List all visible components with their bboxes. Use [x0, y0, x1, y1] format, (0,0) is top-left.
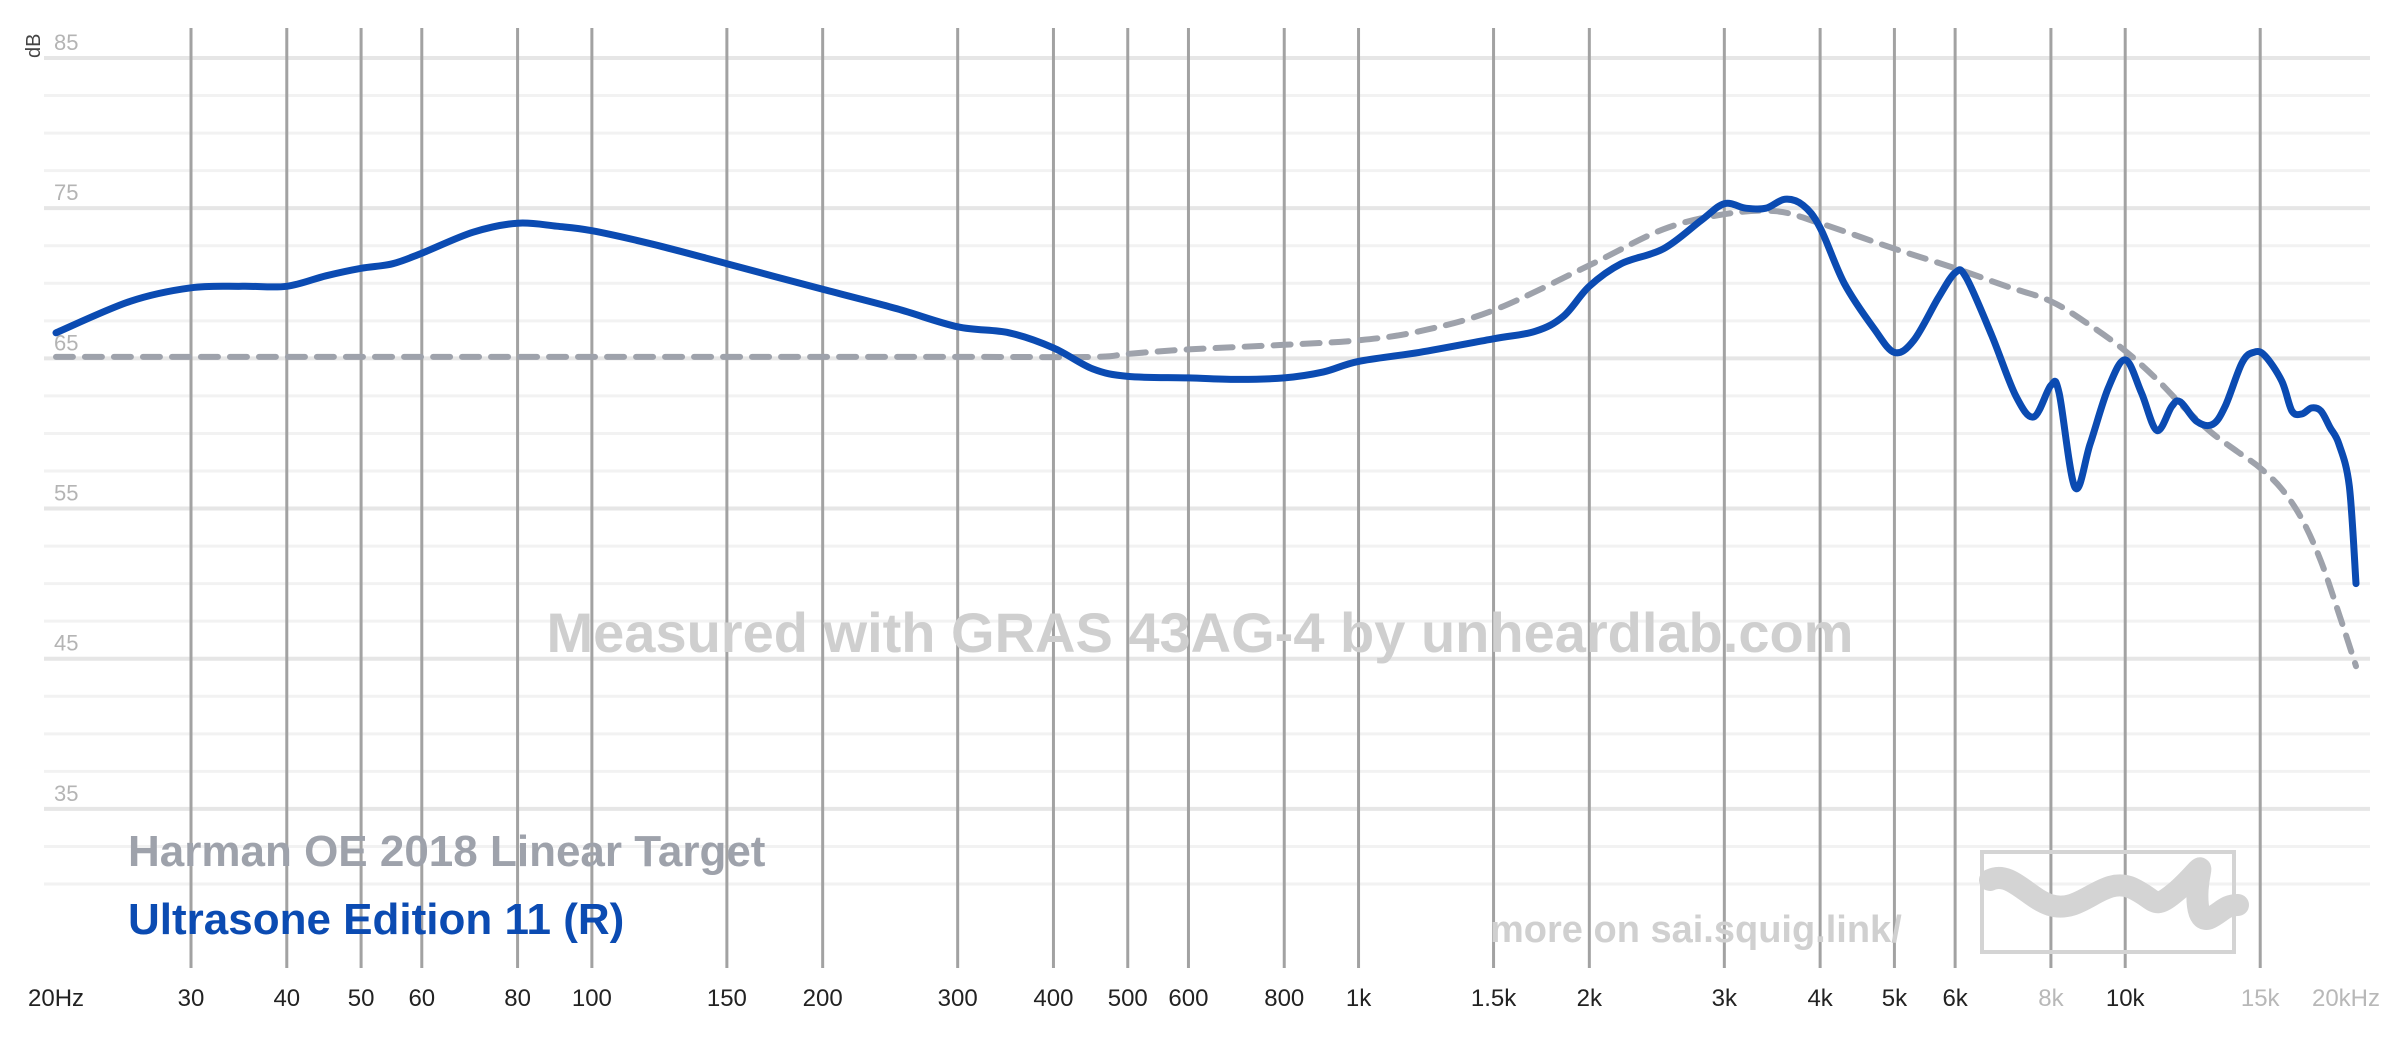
- legend-entry-target: Harman OE 2018 Linear Target: [128, 827, 766, 876]
- y-tick-label: 45: [54, 631, 78, 656]
- x-tick-label: 8k: [2038, 985, 2064, 1012]
- x-tick-label: 100: [572, 985, 612, 1012]
- y-axis-unit-label: dB: [23, 34, 45, 58]
- x-tick-label: 60: [408, 985, 435, 1012]
- x-tick-label: 500: [1108, 985, 1148, 1012]
- watermark-text: Measured with GRAS 43AG-4 by unheardlab.…: [547, 601, 1854, 664]
- more-on-link-text: more on sai.squig.link/: [1490, 909, 1902, 951]
- x-tick-label: 2k: [1577, 985, 1603, 1012]
- x-tick-label: 40: [273, 985, 300, 1012]
- x-tick-label: 150: [707, 985, 747, 1012]
- x-tick-label: 50: [348, 985, 375, 1012]
- target-curve: [53, 207, 2359, 670]
- x-tick-label: 10k: [2106, 985, 2146, 1012]
- legend-entry-headphone: Ultrasone Edition 11 (R): [128, 895, 624, 944]
- x-tick-label: 5k: [1882, 985, 1908, 1012]
- x-tick-label: 800: [1264, 985, 1304, 1012]
- x-tick-label: 20Hz: [28, 985, 84, 1012]
- x-tick-label: 300: [938, 985, 978, 1012]
- series-layer: [52, 195, 2360, 670]
- x-axis-ticks: 20Hz 30 40 50 60 80 100 150 200 300 400 500 600 800 1k…: [28, 985, 2380, 1012]
- y-tick-label: 35: [54, 781, 78, 806]
- x-tick-label: 20kHz: [2312, 985, 2380, 1012]
- x-tick-label: 1k: [1346, 985, 1372, 1012]
- squiglink-logo: [1979, 850, 2249, 954]
- y-tick-label: 75: [54, 180, 78, 205]
- x-tick-label: 3k: [1712, 985, 1738, 1012]
- x-tick-label: 30: [178, 985, 205, 1012]
- logo-squiggle: [1979, 857, 2249, 930]
- x-tick-label: 15k: [2241, 985, 2281, 1012]
- x-tick-label: 6k: [1942, 985, 1968, 1012]
- headphone-curve: [52, 195, 2360, 588]
- x-tick-label: 600: [1168, 985, 1208, 1012]
- x-tick-label: 400: [1033, 985, 1073, 1012]
- x-tick-label: 4k: [1807, 985, 1833, 1012]
- vertical-grid: [189, 28, 2262, 968]
- x-tick-label: 200: [803, 985, 843, 1012]
- x-tick-label: 1.5k: [1471, 985, 1517, 1012]
- y-tick-label: 55: [54, 481, 78, 506]
- y-tick-label: 85: [54, 30, 78, 55]
- x-tick-label: 80: [504, 985, 531, 1012]
- horizontal-grid: [44, 56, 2370, 886]
